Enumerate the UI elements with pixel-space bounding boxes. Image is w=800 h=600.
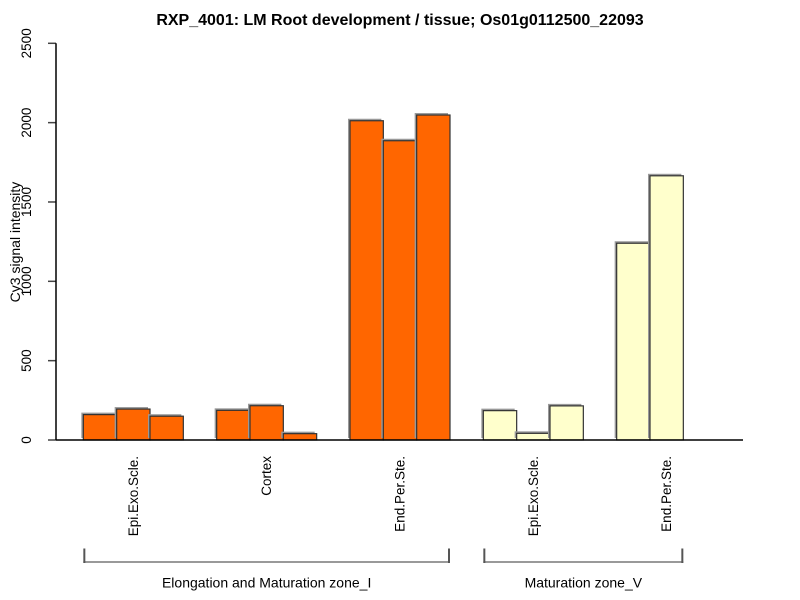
y-tick-label: 1000 [19, 266, 34, 296]
y-tick-label: 0 [19, 436, 34, 444]
section-label: Maturation zone_V [525, 575, 643, 591]
bar [282, 433, 318, 441]
y-axis-title: Cy3 signal intensity [7, 182, 23, 303]
bar [616, 242, 651, 441]
bar-group-label: Cortex [259, 456, 274, 496]
y-tick-label: 500 [19, 349, 34, 372]
bar [482, 410, 518, 441]
bar [649, 175, 684, 441]
y-tick-label: 1500 [19, 187, 34, 217]
bar [216, 409, 251, 441]
bar [516, 432, 551, 441]
bar [249, 405, 284, 441]
bar [116, 408, 151, 441]
bar [82, 414, 118, 441]
bar-group-label: End.Per.Ste. [393, 456, 408, 532]
chart-title: RXP_4001: LM Root development / tissue; … [156, 12, 644, 29]
bar [382, 140, 418, 441]
bar [149, 415, 184, 441]
y-tick-label: 2500 [19, 28, 34, 58]
bar-group-label: Epi.Exo.Scle. [126, 456, 141, 536]
section-label: Elongation and Maturation zone_I [162, 575, 371, 591]
bar-group-label: End.Per.Ste. [659, 456, 674, 532]
bar [549, 405, 584, 441]
bar [349, 120, 384, 441]
bar-group-label: Epi.Exo.Scle. [526, 456, 541, 536]
bar [416, 114, 451, 441]
y-tick-label: 2000 [19, 108, 34, 138]
